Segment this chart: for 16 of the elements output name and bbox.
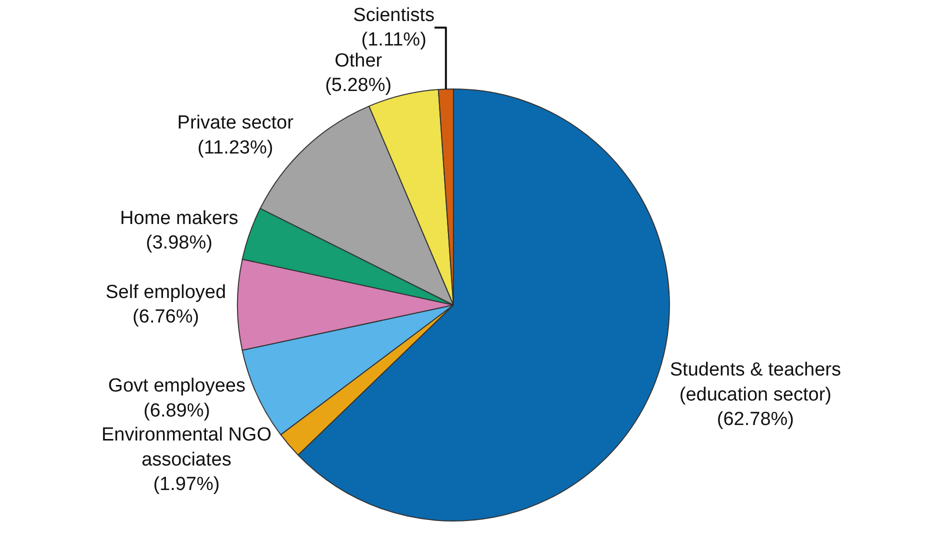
slice-label: Self employed (106, 282, 226, 303)
slice-label: Private sector (177, 112, 294, 134)
data-label: (1.11%) (361, 30, 426, 51)
slice-label: Govt employees (108, 376, 246, 397)
data-label: (5.28%) (325, 75, 392, 96)
data-label: (11.23%) (198, 137, 274, 158)
data-label: (3.98%) (146, 232, 212, 254)
slice-label: Other (334, 50, 383, 72)
data-label: (6.89%) (144, 400, 210, 422)
data-label: (1.97%) (153, 474, 220, 496)
data-label: (6.76%) (132, 306, 200, 328)
data-label: (62.78%) (716, 408, 794, 430)
slice-label: Environmental NGO associates (101, 424, 272, 470)
slice-label: Scientists (353, 4, 434, 26)
slice-label: Home makers (120, 208, 238, 229)
slice-label: Students & teachers (education sector) (670, 360, 841, 406)
